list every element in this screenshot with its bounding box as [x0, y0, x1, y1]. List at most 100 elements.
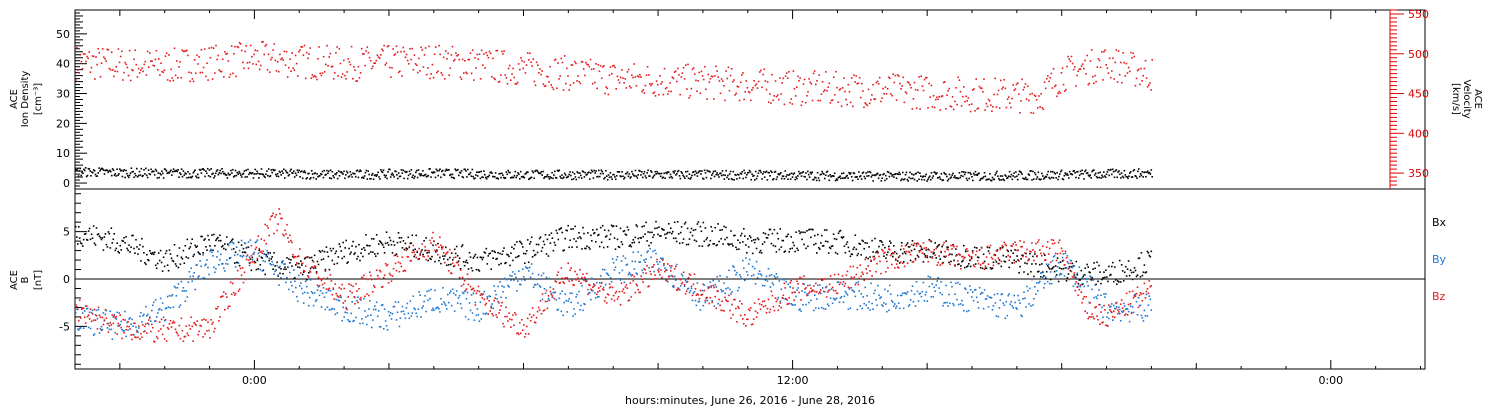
- data-point: [338, 300, 341, 302]
- data-point: [1090, 279, 1092, 281]
- data-point: [915, 281, 918, 283]
- data-point: [961, 171, 963, 173]
- data-point: [449, 256, 451, 259]
- data-point: [948, 293, 950, 296]
- data-point: [346, 172, 349, 174]
- data-point: [747, 263, 750, 265]
- data-point: [127, 74, 130, 77]
- data-point: [366, 323, 368, 326]
- data-point: [664, 267, 666, 269]
- data-point: [113, 315, 116, 317]
- data-point: [524, 252, 527, 255]
- data-point: [745, 80, 748, 82]
- data-point: [263, 239, 266, 242]
- data-point: [204, 175, 206, 178]
- data-point: [481, 297, 484, 299]
- data-point: [886, 88, 889, 90]
- data-point: [1129, 305, 1132, 307]
- data-point: [110, 51, 113, 54]
- data-point: [170, 68, 172, 71]
- data-point: [1117, 280, 1119, 282]
- data-point: [326, 44, 328, 47]
- data-point: [136, 246, 138, 248]
- data-point: [654, 249, 656, 252]
- data-point: [1129, 70, 1131, 73]
- data-point: [891, 94, 893, 97]
- data-point: [239, 172, 241, 175]
- data-point: [829, 247, 832, 250]
- data-point: [335, 292, 338, 295]
- data-point: [413, 251, 415, 253]
- data-point: [333, 263, 336, 265]
- data-point: [1116, 176, 1118, 179]
- data-point: [144, 262, 146, 264]
- data-point: [439, 311, 441, 313]
- data-point: [1094, 284, 1096, 286]
- data-point: [544, 85, 547, 87]
- data-point: [344, 177, 346, 180]
- data-point: [186, 296, 189, 298]
- data-point: [691, 234, 694, 237]
- data-point: [560, 310, 563, 313]
- data-point: [219, 259, 221, 261]
- data-point: [841, 237, 844, 239]
- data-point: [726, 77, 729, 80]
- data-point: [772, 178, 775, 180]
- data-point: [598, 245, 601, 248]
- data-point: [422, 253, 424, 256]
- data-point: [442, 255, 444, 257]
- data-point: [866, 242, 868, 244]
- data-point: [945, 173, 947, 176]
- data-point: [1136, 177, 1138, 179]
- data-point: [1052, 256, 1055, 258]
- data-point: [701, 245, 704, 247]
- data-point: [443, 301, 445, 303]
- data-point: [362, 176, 364, 179]
- data-point: [336, 172, 338, 174]
- data-point: [1099, 271, 1101, 273]
- data-point: [625, 172, 628, 175]
- data-point: [820, 242, 822, 244]
- data-point: [1148, 171, 1151, 174]
- data-point: [213, 177, 215, 179]
- data-point: [634, 76, 637, 78]
- data-point: [765, 275, 768, 278]
- data-point: [1146, 86, 1149, 88]
- data-point: [164, 252, 167, 255]
- data-point: [105, 243, 108, 246]
- data-point: [843, 245, 846, 247]
- data-point: [128, 244, 130, 246]
- data-point: [662, 93, 665, 96]
- data-point: [311, 266, 314, 268]
- data-point: [894, 251, 896, 253]
- data-point: [375, 59, 378, 62]
- data-point: [597, 175, 599, 178]
- data-point: [577, 172, 579, 174]
- data-point: [364, 64, 366, 67]
- data-point: [402, 169, 404, 172]
- data-point: [262, 260, 265, 262]
- data-point: [1109, 306, 1111, 308]
- data-point: [253, 53, 255, 56]
- data-point: [674, 279, 677, 281]
- data-point: [249, 172, 252, 174]
- data-point: [299, 266, 301, 269]
- data-point: [105, 317, 108, 320]
- data-point: [885, 178, 888, 180]
- data-point: [512, 259, 514, 262]
- data-point: [862, 90, 864, 92]
- data-point: [138, 325, 140, 327]
- data-point: [301, 273, 304, 276]
- data-point: [802, 83, 805, 85]
- data-point: [857, 281, 860, 283]
- data-point: [398, 175, 401, 178]
- data-point: [78, 329, 80, 331]
- data-point: [825, 285, 828, 288]
- data-point: [603, 269, 606, 271]
- data-point: [978, 286, 981, 289]
- data-point: [525, 64, 528, 66]
- data-point: [651, 231, 653, 234]
- data-point: [1005, 175, 1007, 177]
- data-point: [791, 303, 793, 306]
- data-point: [211, 323, 213, 325]
